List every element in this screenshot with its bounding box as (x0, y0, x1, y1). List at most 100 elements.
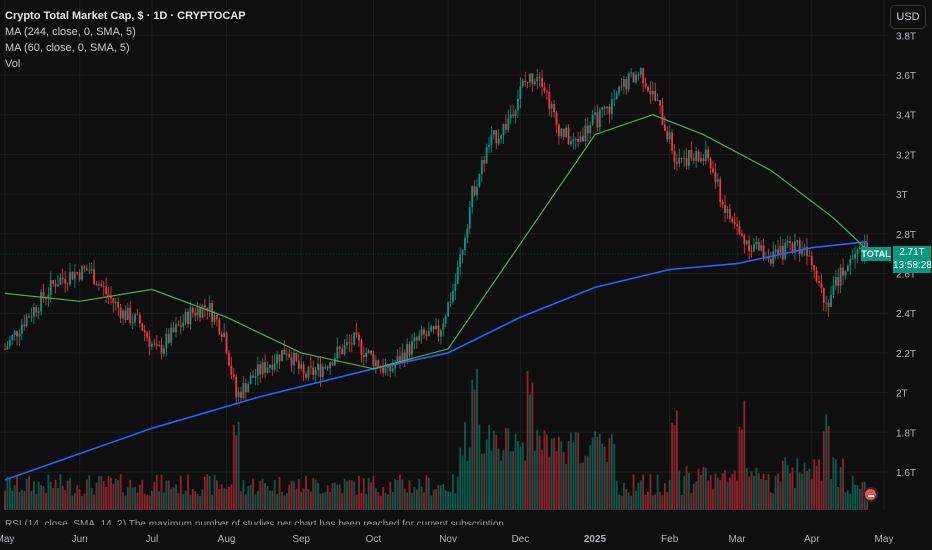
volume-bar (425, 475, 428, 510)
volume-bar (786, 465, 789, 510)
candle-body (791, 242, 794, 253)
volume-bar (346, 481, 348, 510)
candle-body (396, 356, 399, 365)
volume-bar (478, 424, 481, 510)
volume-bar (497, 448, 500, 510)
candle-body (124, 310, 127, 320)
volume-bar (442, 484, 445, 510)
volume-bar (208, 475, 211, 510)
volume-bar (230, 484, 233, 510)
x-tick-label: Nov (439, 534, 457, 545)
candle-body (423, 329, 425, 335)
volume-bar (716, 477, 719, 510)
volume-bar (671, 422, 673, 510)
candle-body (663, 124, 666, 131)
volume-bar (644, 494, 647, 510)
volume-bar (408, 480, 411, 510)
volume-bar (35, 494, 38, 510)
candle-body (644, 83, 647, 87)
volume-bar (471, 379, 474, 510)
volume-bar (269, 490, 271, 510)
candle-body (59, 277, 62, 285)
rsi-status-note: RSI (14, close, SMA, 14, 2) The maximum … (5, 519, 504, 525)
volume-bar (110, 477, 112, 510)
ma60-legend[interactable]: MA (60, close, 0, SMA, 5) (5, 42, 130, 54)
candle-body (163, 348, 165, 354)
currency-button[interactable]: USD (890, 5, 926, 29)
volume-bar (651, 495, 654, 510)
candle-body (837, 277, 840, 286)
candle-body (709, 158, 712, 169)
candle-body (11, 335, 14, 340)
candle-body (627, 73, 630, 90)
volume-bar (649, 474, 652, 510)
candle-body (334, 358, 336, 366)
candle-body (545, 90, 548, 92)
volume-legend[interactable]: Vol (5, 58, 21, 70)
y-tick-label: 1.6T (896, 468, 916, 479)
volume-bar (126, 487, 129, 510)
candle-body (779, 245, 782, 255)
candle-body (230, 365, 233, 375)
candle-body (199, 308, 201, 318)
candle-body (213, 314, 216, 322)
x-tick-label: Mar (728, 534, 746, 545)
candle-body (232, 374, 235, 377)
candle-body (413, 337, 416, 342)
volume-bar (702, 466, 705, 510)
candle-body (806, 246, 808, 257)
volume-bar (519, 446, 522, 510)
volume-bar (753, 475, 755, 510)
x-tick-label: Oct (366, 534, 382, 545)
candle-body (543, 87, 546, 91)
symbol-title[interactable]: Crypto Total Market Cap, $ · 1D · CRYPTO… (5, 10, 246, 22)
candle-body (201, 305, 204, 318)
volume-bar (517, 440, 519, 510)
alert-flag-icon[interactable] (863, 487, 878, 502)
candle-body (355, 332, 358, 335)
ma244-legend[interactable]: MA (244, close, 0, SMA, 5) (5, 26, 136, 38)
volume-bar (293, 481, 295, 510)
volume-bar (728, 477, 731, 510)
candle-body (343, 345, 346, 354)
volume-bar (767, 474, 770, 510)
candle-body (490, 134, 493, 145)
volume-bar (437, 485, 440, 510)
candle-body (834, 277, 837, 286)
candle-body (107, 294, 110, 297)
candle-body (184, 311, 187, 323)
volume-bar (175, 484, 177, 510)
y-tick-label: 3.4T (896, 111, 916, 122)
volume-bar (704, 467, 707, 510)
volume-bar (781, 461, 784, 510)
candle-body (548, 91, 551, 109)
candle-body (61, 277, 64, 279)
candle-body (281, 350, 283, 362)
volume-bar (71, 495, 74, 510)
candle-body (47, 294, 50, 299)
candle-body (570, 141, 572, 145)
volume-bar (577, 432, 580, 510)
candle-body (194, 312, 197, 316)
candle-body (362, 355, 365, 357)
volume-bar (42, 486, 45, 510)
candle-body (403, 352, 406, 362)
candle-body (326, 366, 329, 369)
volume-bar (235, 435, 238, 510)
candle-body (620, 86, 623, 88)
volume-bar (810, 478, 813, 510)
volume-bar (199, 495, 201, 510)
candle-body (13, 331, 16, 336)
volume-bar (237, 421, 240, 510)
candle-body (562, 128, 565, 138)
volume-bar (476, 368, 478, 510)
candle-body (170, 327, 173, 343)
candle-body (830, 294, 832, 308)
volume-bar (297, 479, 300, 510)
volume-bar (625, 488, 628, 510)
candle-body (78, 272, 81, 280)
volume-bar (360, 493, 363, 510)
candle-body (100, 284, 103, 287)
candle-body (32, 307, 35, 317)
